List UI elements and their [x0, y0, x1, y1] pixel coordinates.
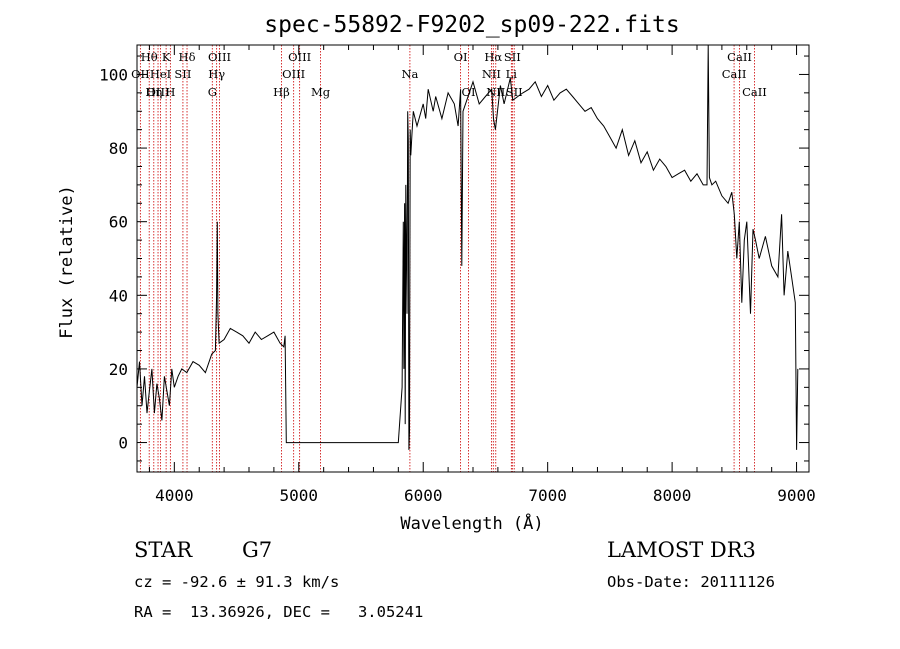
- plot-frame: [136, 44, 810, 473]
- x-tick-label-1: 5000: [280, 486, 319, 505]
- line-label-8: H: [165, 85, 175, 99]
- y-axis-ticks: 0 20 40 60 80 100: [99, 55, 809, 462]
- y-axis-label: Flux (relative): [57, 185, 77, 339]
- line-label-10: Hγ: [208, 67, 225, 81]
- x-tick-label-4: 8000: [653, 486, 692, 505]
- line-label-7: SII: [174, 67, 191, 81]
- spectrum-line: [136, 44, 799, 450]
- line-label-5: Hη: [145, 85, 162, 99]
- y-tick-label-1: 20: [109, 360, 128, 379]
- line-label-11: G: [208, 85, 217, 99]
- x-tick-label-3: 7000: [528, 486, 567, 505]
- line-label-0: Hθ: [141, 50, 158, 64]
- line-label-16: Na: [401, 67, 418, 81]
- line-label-15: Mg: [311, 85, 331, 99]
- line-label-14: Hβ: [273, 85, 290, 99]
- line-label-26: CaII: [722, 67, 747, 81]
- line-label-12: OIII: [288, 50, 311, 64]
- chart-title: spec-55892-F9202_sp09-222.fits: [264, 12, 679, 38]
- y-tick-label-4: 80: [109, 139, 128, 158]
- line-label-27: CaII: [742, 85, 767, 99]
- line-label-18: OI: [462, 85, 476, 99]
- line-label-19: Hα: [484, 50, 502, 64]
- line-label-25: CaII: [727, 50, 752, 64]
- y-tick-label-2: 40: [109, 286, 128, 305]
- line-label-17: OI: [454, 50, 468, 64]
- line-label-6: Hδ: [179, 50, 196, 64]
- x-axis-label: Wavelength (Å): [400, 512, 543, 534]
- x-axis-ticks: 4000 5000 6000 7000 8000 9000: [148, 45, 816, 505]
- line-label-20: SII: [504, 50, 521, 64]
- coordinates-readout: RA = 13.36926, DEC = 3.05241: [134, 603, 424, 621]
- y-tick-label-5: 100: [99, 65, 128, 84]
- line-label-9: OIII: [208, 50, 231, 64]
- y-tick-label-0: 0: [118, 434, 128, 453]
- object-subclass: G7: [242, 538, 273, 562]
- survey-name: LAMOST DR3: [607, 538, 756, 562]
- line-label-3: K: [162, 50, 171, 64]
- line-label-2: OIII: [146, 85, 169, 99]
- x-tick-label-0: 4000: [155, 486, 194, 505]
- x-tick-label-2: 6000: [404, 486, 443, 505]
- line-label-4: HeI: [150, 67, 171, 81]
- line-label-22: Li: [506, 67, 518, 81]
- redshift-readout: cz = -92.6 ± 91.3 km/s: [134, 573, 340, 591]
- spectral-line-markers: [139, 45, 755, 472]
- line-label-21: NII: [482, 67, 501, 81]
- object-class: STAR: [134, 538, 193, 562]
- observation-date: Obs-Date: 20111126: [607, 573, 775, 591]
- line-label-13: OIII: [282, 67, 305, 81]
- x-tick-label-5: 9000: [777, 486, 816, 505]
- y-tick-label-3: 60: [109, 213, 128, 232]
